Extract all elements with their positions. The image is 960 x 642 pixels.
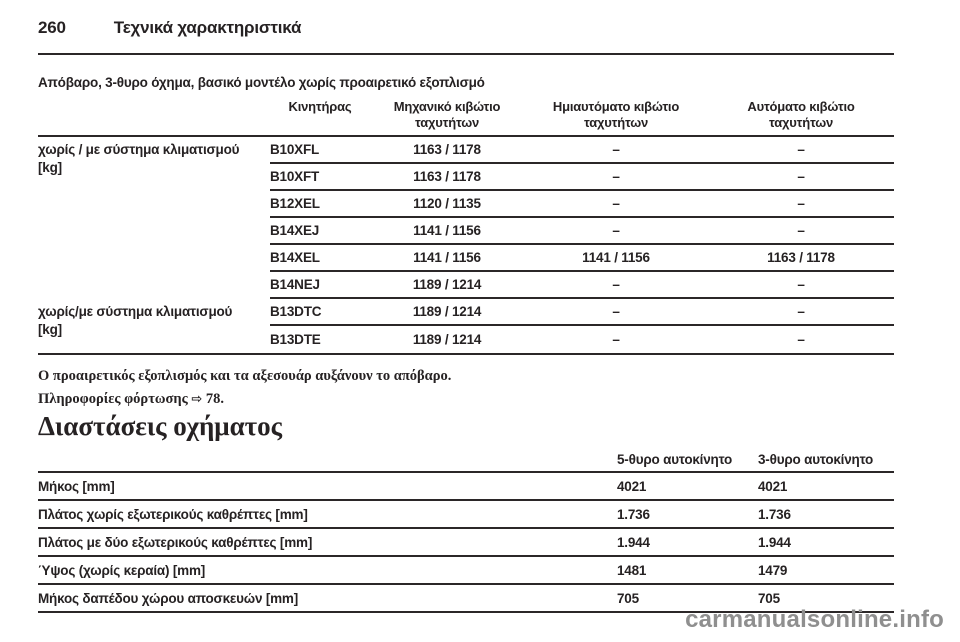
table-row: Πλάτος χωρίς εξωτερικούς καθρέπτες [mm] … — [38, 501, 894, 529]
manual-weight: 1120 / 1135 — [413, 196, 481, 211]
semiauto-weight: – — [612, 304, 620, 319]
value-5door: 4021 — [617, 478, 647, 494]
manual-weight: 1163 / 1178 — [413, 169, 481, 184]
engine-code: B10XFL — [270, 142, 320, 157]
semiauto-weight: – — [612, 332, 620, 347]
table-row: B12XEL 1120 / 1135 – – — [270, 191, 894, 218]
value-3door: 1.736 — [758, 506, 791, 522]
auto-weight: – — [797, 277, 805, 292]
value-3door: 1479 — [758, 562, 788, 578]
page-header: 260 Τεχνικά χαρακτηριστικά — [38, 0, 894, 55]
dimensions-table: 5-θυρο αυτοκίνητο 3-θυρο αυτοκίνητο Μήκο… — [38, 452, 894, 613]
value-5door: 1.944 — [617, 534, 650, 550]
column-header-auto-gearbox: Αυτόματο κιβώτιο ταχυτήτων — [747, 99, 855, 130]
table-row: Μήκος δαπέδου χώρου αποσκευών [mm] 705 7… — [38, 585, 894, 613]
auto-weight: – — [797, 196, 805, 211]
dimension-label: Μήκος δαπέδου χώρου αποσκευών [mm] — [38, 590, 299, 606]
value-5door: 705 — [617, 590, 639, 606]
column-header-5door: 5-θυρο αυτοκίνητο — [617, 452, 733, 467]
auto-weight: – — [797, 169, 805, 184]
engine-code: B13DTC — [270, 304, 322, 319]
column-header-engine: Κινητήρας — [288, 99, 352, 114]
semiauto-weight: – — [612, 196, 620, 211]
engine-code: B14XEL — [270, 250, 320, 265]
weight-table-title: Απόβαρο, 3-θυρο όχημα, βασικό μοντέλο χω… — [38, 75, 485, 90]
table-row: B13DTC 1189 / 1214 – – — [270, 299, 894, 326]
section-heading-dimensions: Διαστάσεις οχήματος — [38, 411, 282, 441]
value-3door: 1.944 — [758, 534, 791, 550]
manual-weight: 1141 / 1156 — [413, 250, 481, 265]
engine-code: B12XEL — [270, 196, 320, 211]
manual-weight: 1189 / 1214 — [412, 277, 482, 292]
semiauto-weight: 1141 / 1156 — [582, 250, 650, 265]
dimensions-header-row: 5-θυρο αυτοκίνητο 3-θυρο αυτοκίνητο — [38, 452, 894, 473]
loading-info-text: Πληροφορίες φόρτωσης — [38, 391, 188, 407]
engine-code: B14NEJ — [270, 277, 320, 292]
table-row: Πλάτος με δύο εξωτερικούς καθρέπτες [mm]… — [38, 529, 894, 557]
dimension-label: Πλάτος με δύο εξωτερικούς καθρέπτες [mm] — [38, 534, 313, 550]
engine-code: B13DTE — [270, 332, 321, 347]
weight-table-body: χωρίς / με σύστημα κλιματισμού [kg] χωρί… — [38, 137, 894, 353]
column-header-manual-gearbox: Μηχανικό κιβώτιο ταχυτήτων — [393, 99, 501, 130]
page-content: 260 Τεχνικά χαρακτηριστικά Απόβαρο, 3-θυ… — [38, 0, 894, 613]
semiauto-weight: – — [612, 142, 620, 157]
table-row: B14XEL 1141 / 1156 1141 / 1156 1163 / 11… — [270, 245, 894, 272]
auto-weight: – — [797, 304, 805, 319]
table-row: B14XEJ 1141 / 1156 – – — [270, 218, 894, 245]
header-spacer — [38, 452, 617, 467]
table-row: B10XFT 1163 / 1178 – – — [270, 164, 894, 191]
value-3door: 705 — [758, 590, 780, 606]
header-spacer — [38, 99, 270, 131]
site-watermark: carmanualsonline.info — [685, 606, 944, 633]
value-3door: 4021 — [758, 478, 788, 494]
optional-equipment-note: Ο προαιρετικός εξοπλισμός και τα αξεσουά… — [38, 368, 452, 384]
chapter-title: Τεχνικά χαρακτηριστικά — [113, 18, 302, 37]
column-header-3door: 3-θυρο αυτοκίνητο — [758, 452, 874, 467]
auto-weight: 1163 / 1178 — [767, 250, 835, 265]
weight-table-header-row: Κινητήρας Μηχανικό κιβώτιο ταχυτήτων Ημι… — [38, 99, 894, 137]
table-row: B14NEJ 1189 / 1214 – – — [270, 272, 894, 299]
manual-weight: 1163 / 1178 — [413, 142, 481, 157]
table-row: B10XFL 1163 / 1178 – – — [270, 137, 894, 164]
weight-table: Κινητήρας Μηχανικό κιβώτιο ταχυτήτων Ημι… — [38, 99, 894, 355]
row-group-label-petrol: χωρίς / με σύστημα κλιματισμού [kg] — [38, 142, 240, 175]
row-group-label-diesel: χωρίς/με σύστημα κλιματισμού [kg] — [38, 304, 233, 337]
manual-weight: 1189 / 1214 — [412, 304, 482, 319]
dimension-label: Πλάτος χωρίς εξωτερικούς καθρέπτες [mm] — [38, 506, 308, 522]
dimension-label: Μήκος [mm] — [38, 478, 115, 494]
semiauto-weight: – — [612, 223, 620, 238]
page-number: 260 — [38, 18, 66, 37]
column-header-semiauto-gearbox: Ημιαυτόματο κιβώτιο ταχυτήτων — [552, 99, 680, 130]
manual-weight: 1141 / 1156 — [413, 223, 481, 238]
page-reference-arrow-icon: ⇨ — [191, 392, 203, 407]
engine-code: B14XEJ — [270, 223, 320, 238]
semiauto-weight: – — [612, 169, 620, 184]
table-row: Μήκος [mm] 4021 4021 — [38, 473, 894, 501]
auto-weight: – — [797, 142, 805, 157]
semiauto-weight: – — [612, 277, 620, 292]
value-5door: 1.736 — [617, 506, 650, 522]
page-reference-number: 78. — [205, 391, 224, 407]
table-row: Ύψος (χωρίς κεραία) [mm] 1481 1479 — [38, 557, 894, 585]
engine-code: B10XFT — [270, 169, 320, 184]
manual-weight: 1189 / 1214 — [412, 332, 482, 347]
loading-information-note: Πληροφορίες φόρτωσης ⇨ 78. — [38, 391, 894, 408]
table-row: B13DTE 1189 / 1214 – – — [270, 326, 894, 353]
auto-weight: – — [797, 332, 805, 347]
auto-weight: – — [797, 223, 805, 238]
dimension-label: Ύψος (χωρίς κεραία) [mm] — [38, 562, 206, 578]
value-5door: 1481 — [617, 562, 647, 578]
